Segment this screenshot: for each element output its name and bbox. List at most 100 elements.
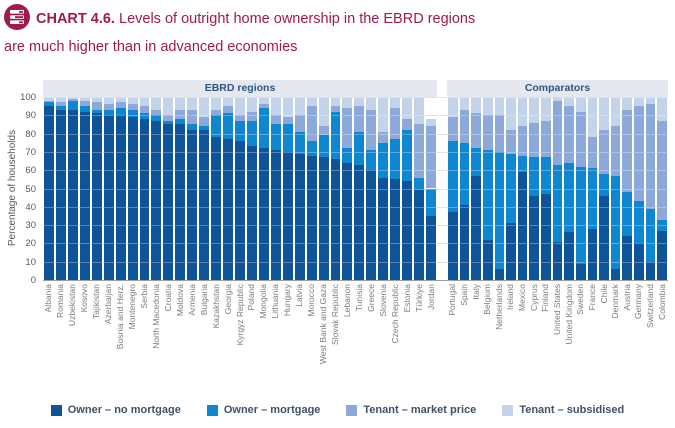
bar-segment <box>645 261 656 280</box>
bar-segment <box>199 129 210 280</box>
bar-segment <box>459 204 470 280</box>
bar-segment <box>610 175 621 270</box>
bar-segment <box>127 97 138 105</box>
bar-segment <box>79 106 90 112</box>
y-axis-tick-label: 100 <box>20 92 36 103</box>
bar-segment <box>448 212 458 280</box>
bar-segment <box>354 106 365 132</box>
x-axis-category-label: Moldova <box>174 284 185 317</box>
bar-segment <box>127 104 138 110</box>
x-axis-category-label: Slovenia <box>377 284 388 317</box>
bar-segment <box>354 164 365 280</box>
y-axis-tick-label: 80 <box>25 128 36 140</box>
bar-segment <box>482 97 493 116</box>
x-axis-category-label: Kosovo <box>79 284 90 313</box>
legend-label: Tenant – market price <box>363 404 477 416</box>
x-axis-category-label: Serbia <box>138 284 149 309</box>
bar-segment <box>318 97 329 127</box>
bar-segment <box>575 166 586 264</box>
bar-segment <box>471 113 481 149</box>
x-axis-category-label: Tunisia <box>353 284 364 312</box>
x-axis-category-label: Sweden <box>575 284 586 315</box>
bar-segment <box>575 111 586 167</box>
legend-label: Tenant – subsidised <box>519 404 625 416</box>
bar-segment <box>294 97 305 116</box>
bar-segment <box>294 115 305 132</box>
x-axis-category-label: Italy <box>470 284 481 300</box>
x-axis-category-label: Jordan <box>425 284 436 310</box>
bar-segment <box>366 150 377 171</box>
y-axis-tick-label: 0 <box>30 275 36 286</box>
bar-segment <box>529 122 540 158</box>
bar-segment <box>44 100 54 103</box>
bar-segment <box>378 131 389 143</box>
bar-segment <box>187 124 198 130</box>
bar-segment <box>55 102 66 107</box>
x-axis-category-label: Chile <box>598 284 609 304</box>
bar-segment <box>306 97 317 107</box>
bar-segment <box>529 157 540 196</box>
chart-title-line1: Levels of outright home ownership in the… <box>119 11 476 27</box>
x-axis-category-label: Lithuania <box>270 284 281 319</box>
bar-segment <box>494 115 505 152</box>
bar-segment <box>282 151 293 280</box>
x-axis-category-label: Bosnia and Herz. <box>115 284 126 350</box>
bar-segment <box>622 97 633 110</box>
x-axis-category-label: Spain <box>458 284 469 306</box>
bar-segment <box>44 102 54 107</box>
bar-segment <box>306 106 317 141</box>
bar-segment <box>258 107 269 149</box>
bar-segment <box>139 113 150 119</box>
bar-segment <box>622 192 633 237</box>
x-axis-category-label: Belgium <box>482 284 493 315</box>
bar-segment <box>67 100 78 110</box>
bar-segment <box>91 102 102 110</box>
panel-header-comparators: Comparators <box>447 80 668 97</box>
x-axis-category-label: Austria <box>621 284 632 311</box>
bar-segment <box>175 109 186 119</box>
bar-segment <box>187 109 198 125</box>
bar-segment <box>223 106 234 114</box>
x-axis-line <box>43 280 668 281</box>
bar-segment <box>448 117 458 141</box>
bar-segment <box>67 109 78 280</box>
bar-segment <box>657 230 667 280</box>
bar-segment <box>390 97 401 108</box>
bar-segment <box>246 111 257 121</box>
bar-segment <box>270 124 281 151</box>
bar-segment <box>175 118 186 125</box>
bar-segment <box>426 126 436 189</box>
bar-segment <box>587 228 598 280</box>
bar-segment <box>414 190 425 280</box>
chart-number: CHART 4.6. <box>36 11 115 27</box>
y-axis-tick-label: 30 <box>25 220 36 232</box>
legend-swatch-owner-no-mortgage <box>50 404 62 416</box>
bar-segment <box>163 115 174 121</box>
bar-segment <box>282 117 293 125</box>
x-axis-category-label: Latvia <box>294 284 305 307</box>
bar-segment <box>163 120 174 125</box>
bar-segment <box>426 188 436 216</box>
x-axis-category-label: Finland <box>540 284 551 312</box>
bar-segment <box>587 137 598 169</box>
bar-segment <box>115 102 126 108</box>
bar-segment <box>354 97 365 107</box>
bar-segment <box>402 118 413 130</box>
y-axis-tick-label: 10 <box>25 256 36 268</box>
y-axis-tick-label: 50 <box>25 183 36 195</box>
x-axis-category-label: Netherlands <box>493 284 504 330</box>
bar-segment <box>634 201 644 244</box>
bar-segment <box>599 195 609 280</box>
bar-segment <box>414 97 425 125</box>
bar-segment <box>246 97 257 112</box>
bar-segment <box>494 269 505 280</box>
x-axis-category-label: Croatia <box>162 284 173 312</box>
bar-segment <box>494 97 505 116</box>
x-axis-category-label: Hungary <box>282 284 293 317</box>
gridline-overlay <box>43 151 668 153</box>
x-axis-category-label: Albania <box>43 284 54 313</box>
bar-segment <box>564 232 574 280</box>
bar-segment <box>390 179 401 280</box>
bar-segment <box>645 104 656 209</box>
bar-segment <box>175 97 186 110</box>
